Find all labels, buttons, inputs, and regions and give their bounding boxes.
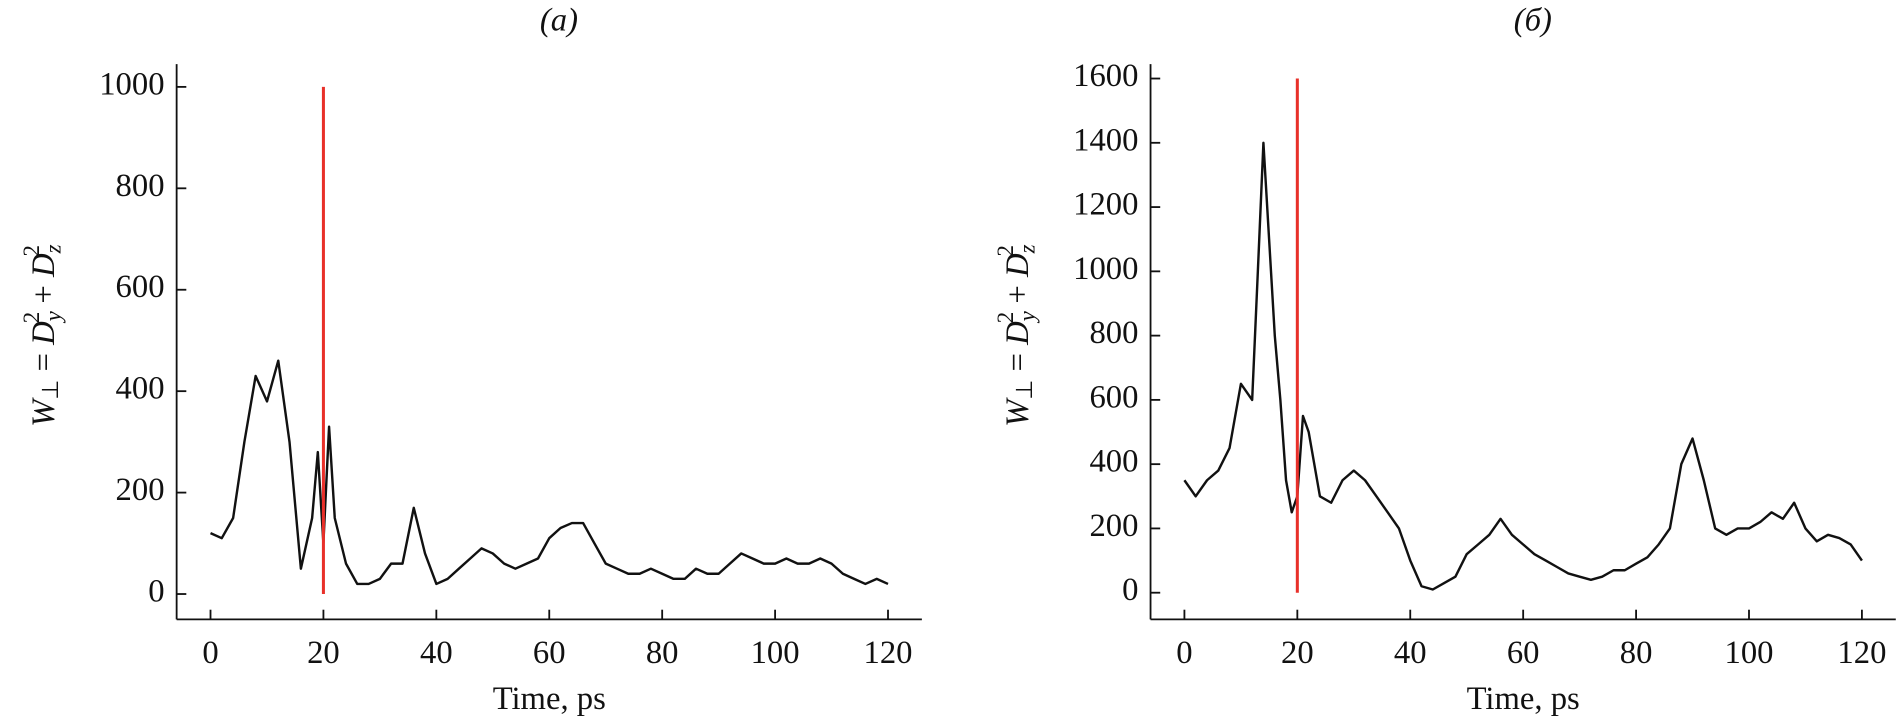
x-tick-label: 60 — [533, 635, 566, 671]
x-tick-label: 0 — [1176, 635, 1192, 671]
x-tick-label: 20 — [307, 635, 340, 671]
y-tick-label: 200 — [116, 472, 165, 508]
y-tick-label: 0 — [148, 574, 164, 610]
x-tick-label: 40 — [1394, 635, 1427, 671]
y-tick-label: 800 — [1089, 315, 1138, 351]
x-tick-label: 100 — [751, 635, 800, 671]
data-line — [210, 359, 889, 586]
y-axis-label-part: 2 — [993, 245, 1018, 256]
data-line — [1183, 141, 1863, 591]
y-tick-label: 1000 — [99, 66, 164, 102]
y-axis-label: W⊥ = Dy2 + Dz2 — [19, 244, 66, 426]
y-axis-label: W⊥ = Dy2 + Dz2 — [993, 244, 1040, 426]
y-tick-label: 1000 — [1073, 251, 1138, 287]
y-axis-label-part: z — [41, 244, 66, 254]
x-tick-label: 40 — [420, 635, 453, 671]
y-axis-label-part: W — [25, 397, 61, 427]
y-axis-label-part: D — [25, 321, 61, 346]
y-tick-label: 600 — [116, 269, 165, 305]
y-tick-label: 800 — [116, 168, 165, 204]
plot: (а) 0 200 400 600 800 1000 0 20 40 60 80 100 120 Time,… — [19, 2, 922, 717]
y-tick-label: 1400 — [1073, 122, 1138, 158]
y-tick-label: 400 — [116, 371, 165, 407]
y-tick-label: 200 — [1089, 508, 1138, 544]
y-axis-label-part: y — [1015, 310, 1040, 323]
x-tick-label: 120 — [864, 635, 913, 671]
y-axis-label-part: 2 — [19, 312, 44, 323]
y-tick-label: 400 — [1089, 444, 1138, 480]
x-tick-label: 0 — [202, 635, 218, 671]
y-axis-label-part: + — [999, 277, 1035, 312]
y-axis-label-part: = — [999, 345, 1035, 380]
y-axis-label-part: y — [41, 310, 66, 323]
x-axis-label: Time, ps — [1467, 681, 1580, 717]
y-axis-label-part: + — [25, 277, 61, 312]
x-tick-label: 80 — [1620, 635, 1653, 671]
x-tick-label: 120 — [1837, 635, 1886, 671]
y-axis-label-part: 2 — [19, 245, 44, 256]
chart-title: (а) — [540, 2, 578, 38]
x-tick-label: 20 — [1281, 635, 1314, 671]
y-axis-label-part: = — [25, 345, 61, 380]
y-tick-label: 600 — [1089, 379, 1138, 415]
x-tick-label: 80 — [646, 635, 679, 671]
y-axis-label-part: D — [999, 321, 1035, 346]
y-axis-label-part: z — [1015, 244, 1040, 254]
y-axis-label-part: D — [999, 253, 1035, 278]
y-axis-label-part: ⊥ — [39, 380, 64, 400]
plot: (б) 0 200 400 600 800 1000 1200 1400 1600 0 20 40 60 8… — [993, 2, 1896, 717]
y-tick-label: 1600 — [1073, 58, 1138, 94]
y-axis-label-part: D — [25, 253, 61, 278]
x-axis-label: Time, ps — [493, 681, 606, 717]
y-axis-label-part: 2 — [993, 312, 1018, 323]
x-tick-label: 60 — [1507, 635, 1540, 671]
y-tick-label: 1200 — [1073, 187, 1138, 223]
y-tick-label: 0 — [1122, 572, 1138, 608]
y-axis-label-part: ⊥ — [1012, 380, 1037, 400]
chart-title: (б) — [1514, 2, 1552, 38]
x-tick-label: 100 — [1725, 635, 1774, 671]
y-axis-label-part: W — [999, 397, 1035, 427]
